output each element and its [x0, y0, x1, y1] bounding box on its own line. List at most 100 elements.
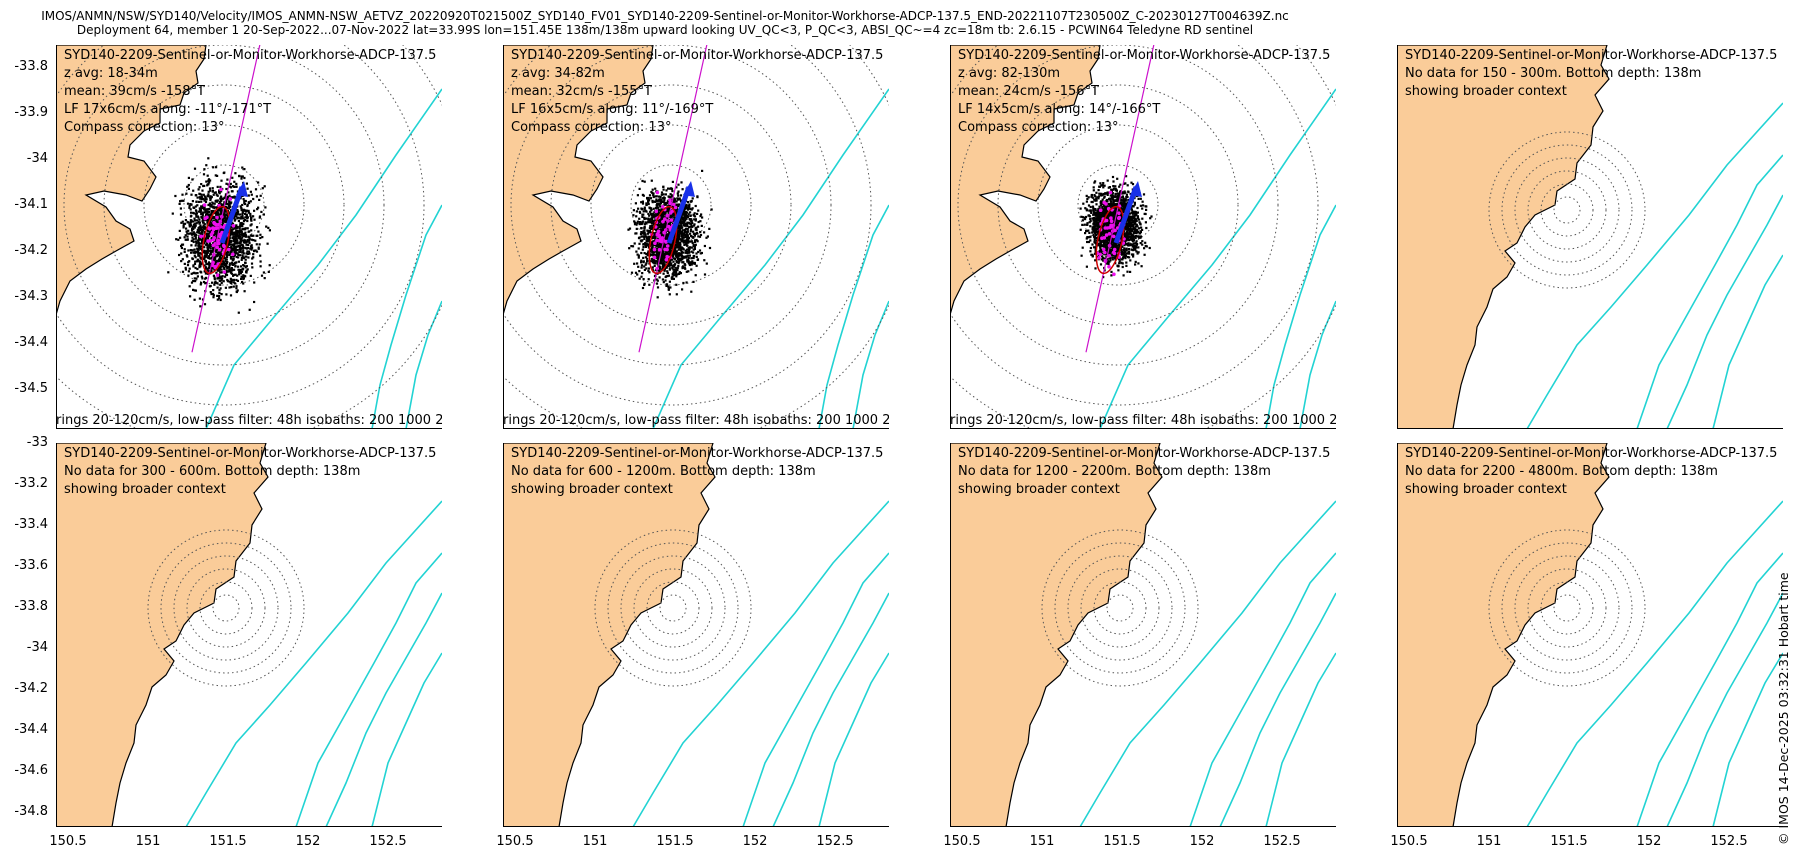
speed-ring-1	[1106, 594, 1134, 622]
map-plot	[1397, 45, 1783, 429]
map-panel-3: SYD140-2209-Sentinel-or-Monitor-Workhors…	[950, 45, 1336, 429]
isobath-line-2	[818, 204, 889, 429]
annotation-line: mean: 32cm/s -155°T	[511, 84, 652, 99]
isobath-line-2	[1636, 552, 1783, 827]
speed-ring-2	[1093, 581, 1147, 635]
map-panel-7: SYD140-2209-Sentinel-or-Monitor-Workhors…	[950, 443, 1336, 827]
isobath-line-3	[852, 300, 889, 429]
isobath-line-1	[652, 88, 889, 429]
isobath-line-3	[1666, 592, 1783, 827]
annotation-line: showing broader context	[1405, 84, 1567, 99]
x-tick-label: 150.5	[496, 834, 534, 849]
isobath-line-4	[1712, 254, 1783, 429]
panel-annotation: SYD140-2209-Sentinel-or-Monitor-Workhors…	[511, 445, 883, 499]
speed-ring-5	[160, 542, 292, 674]
annotation-line: showing broader context	[511, 482, 673, 497]
lowpass-points	[649, 190, 679, 271]
y-tick-label: -33.8	[14, 599, 48, 614]
speed-ring-3	[103, 84, 345, 326]
speed-ring-1	[630, 164, 712, 246]
speed-ring-2	[590, 124, 752, 286]
isobath-line-2	[295, 552, 442, 827]
y-tick-label: -34	[26, 640, 48, 655]
map-panel-2: SYD140-2209-Sentinel-or-Monitor-Workhors…	[503, 45, 889, 429]
credit-text: © IMOS 14-Dec-2025 03:32:31 Hobart time	[1776, 572, 1791, 845]
map-plot	[56, 443, 442, 827]
speed-ring-6	[594, 529, 752, 687]
speed-ring-1	[183, 164, 265, 246]
speed-ring-4	[620, 555, 726, 661]
speed-ring-3	[1527, 170, 1607, 250]
y-tick-label: -34.2	[14, 681, 48, 696]
annotation-line: No data for 600 - 1200m. Bottom depth: 1…	[511, 464, 816, 479]
isobath-line-4	[818, 652, 889, 827]
principal-axis-line	[191, 45, 261, 353]
arrow-head	[683, 181, 695, 197]
speed-ring-5	[607, 542, 739, 674]
arrow-head	[1130, 181, 1142, 197]
x-tick-label: 152.5	[816, 834, 854, 849]
variance-ellipse	[1095, 205, 1125, 275]
speed-ring-3	[1080, 568, 1160, 648]
map-panel-6: SYD140-2209-Sentinel-or-Monitor-Workhors…	[503, 443, 889, 827]
speed-ring-3	[186, 568, 266, 648]
principal-axis-line	[1085, 45, 1155, 353]
speed-ring-2	[199, 581, 253, 635]
y-tick-label: -34.5	[14, 381, 48, 396]
isobath-line-3	[772, 592, 889, 827]
speed-ring-2	[1540, 581, 1594, 635]
isobath-line-2	[1189, 552, 1336, 827]
y-tick-label: -33.8	[14, 59, 48, 74]
isobath-line-1	[1526, 500, 1783, 827]
annotation-line: SYD140-2209-Sentinel-or-Monitor-Workhors…	[958, 48, 1331, 63]
speed-ring-5	[1501, 144, 1633, 276]
panel-annotation: SYD140-2209-Sentinel-or-Monitor-Workhors…	[64, 47, 436, 137]
y-tick-label: -34.8	[14, 804, 48, 819]
speed-ring-5	[1501, 542, 1633, 674]
x-tick-label: 151	[135, 834, 161, 849]
speed-ring-2	[1037, 124, 1199, 286]
figure-title: IMOS/ANMN/NSW/SYD140/Velocity/IMOS_ANMN-…	[41, 9, 1289, 23]
map-plot	[950, 443, 1336, 827]
x-tick-label: 151	[1029, 834, 1055, 849]
annotation-line: z avg: 18-34m	[64, 66, 158, 81]
x-tick-label: 151.5	[656, 834, 694, 849]
y-tick-label: -34	[26, 151, 48, 166]
speed-ring-2	[1540, 183, 1594, 237]
map-plot	[950, 45, 1336, 429]
coastline-land	[503, 443, 716, 827]
speed-ring-6	[147, 529, 305, 687]
annotation-line: SYD140-2209-Sentinel-or-Monitor-Workhors…	[1405, 446, 1778, 461]
annotation-line: z avg: 82-130m	[958, 66, 1061, 81]
annotation-line: Compass correction: 13°	[958, 120, 1119, 135]
isobath-line-1	[185, 500, 442, 827]
speed-ring-3	[1527, 568, 1607, 648]
panel-footer: rings 20-120cm/s, low-pass filter: 48h i…	[56, 413, 442, 428]
isobath-line-2	[1265, 204, 1336, 429]
annotation-line: LF 14x5cm/s along: 14°/-166°T	[958, 102, 1161, 117]
isobath-line-3	[405, 300, 442, 429]
isobath-line-1	[632, 500, 889, 827]
speed-ring-3	[997, 84, 1239, 326]
x-tick-label: 150.5	[943, 834, 981, 849]
map-panel-5: SYD140-2209-Sentinel-or-Monitor-Workhors…	[56, 443, 442, 827]
y-tick-label: -34.3	[14, 289, 48, 304]
speed-ring-2	[143, 124, 305, 286]
isobath-line-1	[1079, 500, 1336, 827]
isobath-line-2	[1636, 154, 1783, 429]
coastline-land	[56, 443, 269, 827]
speed-ring-4	[1514, 157, 1620, 263]
x-tick-label: 152	[295, 834, 321, 849]
speed-ring-5	[503, 45, 872, 406]
annotation-line: SYD140-2209-Sentinel-or-Monitor-Workhors…	[511, 446, 884, 461]
x-tick-label: 151.5	[1103, 834, 1141, 849]
speed-ring-5	[56, 45, 425, 406]
map-panel-1: SYD140-2209-Sentinel-or-Monitor-Workhors…	[56, 45, 442, 429]
isobath-line-1	[205, 88, 442, 429]
y-tick-label: -33	[26, 435, 48, 450]
annotation-line: showing broader context	[64, 482, 226, 497]
figure-subtitle: Deployment 64, member 1 20-Sep-2022...07…	[76, 23, 1254, 37]
annotation-line: SYD140-2209-Sentinel-or-Monitor-Workhors…	[511, 48, 884, 63]
y-tick-label: -34.6	[14, 763, 48, 778]
y-tick-label: -34.1	[14, 197, 48, 212]
